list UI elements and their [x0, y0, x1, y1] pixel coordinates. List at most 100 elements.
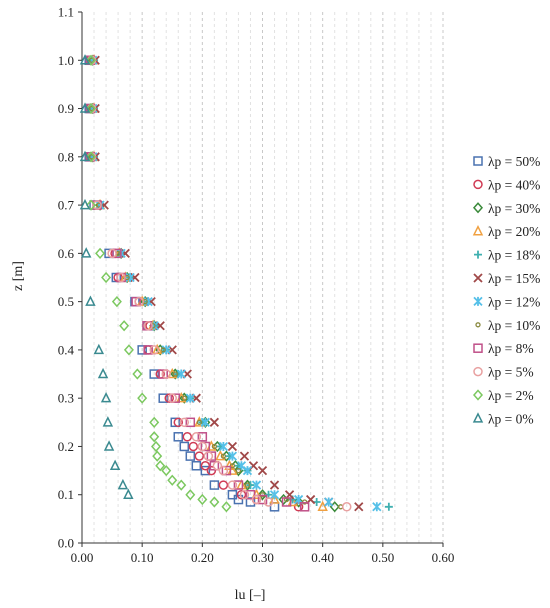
data-points	[79, 54, 393, 513]
data-point	[200, 461, 211, 471]
data-point	[206, 465, 217, 476]
data-point	[170, 417, 181, 428]
legend-marker	[474, 250, 482, 259]
data-point	[137, 392, 148, 404]
data-point	[246, 481, 255, 490]
y-tick-label: 1.1	[58, 5, 74, 20]
y-tick-label: 0.8	[58, 149, 74, 164]
data-point	[176, 369, 186, 379]
y-tick-label: 0.0	[58, 536, 74, 551]
data-point	[235, 467, 242, 474]
data-point	[149, 345, 159, 355]
data-point	[131, 296, 141, 307]
data-point	[206, 451, 217, 461]
data-point	[209, 417, 220, 427]
data-point	[119, 320, 130, 332]
tick-labels: 0.00 0.10 0.20 0.30 0.40 0.50 0.60 0.0 0.1 0.2 0.3…	[58, 5, 455, 566]
data-point	[200, 465, 211, 476]
y-tick-label: 0.7	[58, 198, 75, 213]
data-point	[218, 441, 229, 452]
data-point	[134, 296, 144, 307]
data-point	[93, 343, 105, 355]
data-point	[164, 393, 174, 403]
legend-label: λp = 30%	[488, 201, 540, 216]
data-point	[220, 453, 227, 459]
series-0	[84, 55, 280, 512]
data-point	[269, 493, 280, 504]
data-point	[170, 393, 181, 403]
data-point	[200, 441, 211, 452]
data-point	[143, 345, 153, 355]
data-point	[79, 150, 91, 162]
data-point	[125, 272, 135, 283]
data-point	[85, 295, 96, 306]
data-point	[239, 489, 250, 500]
data-point	[218, 465, 229, 476]
data-point	[242, 465, 253, 476]
data-point	[301, 499, 308, 505]
data-point	[92, 200, 102, 210]
data-point	[221, 465, 232, 476]
data-point	[167, 393, 177, 403]
data-point	[182, 432, 193, 442]
data-point	[107, 248, 117, 259]
data-point	[181, 395, 187, 401]
data-point	[158, 369, 168, 379]
series-1	[85, 55, 304, 512]
data-point	[102, 416, 114, 427]
data-point	[160, 347, 166, 353]
legend-marker	[473, 179, 483, 190]
data-point	[227, 489, 238, 500]
series-7	[88, 57, 344, 510]
data-point	[79, 198, 91, 210]
data-point	[293, 496, 304, 508]
data-point	[218, 480, 229, 490]
data-point	[123, 488, 134, 499]
data-point	[132, 368, 143, 380]
legend-marker	[472, 202, 484, 214]
legend-marker	[472, 412, 484, 423]
data-point	[341, 502, 352, 512]
data-point	[196, 419, 202, 425]
x-tick-label: 0.10	[131, 550, 154, 565]
data-point	[197, 441, 208, 452]
legend-marker	[473, 273, 483, 283]
data-point	[354, 502, 364, 512]
data-point	[211, 443, 218, 450]
data-point	[188, 441, 199, 452]
data-point	[244, 482, 251, 488]
legend-label: λp = 10%	[488, 318, 540, 333]
data-point	[257, 465, 268, 476]
legend-label: λp = 12%	[488, 294, 540, 309]
data-point	[149, 369, 159, 379]
data-point	[269, 480, 280, 490]
data-point	[191, 432, 202, 442]
data-point	[86, 199, 97, 211]
x-tick-label: 0.40	[311, 550, 334, 565]
data-point	[185, 489, 196, 501]
series-2	[87, 54, 340, 513]
data-point	[233, 480, 244, 490]
series-9	[86, 55, 352, 512]
data-point	[224, 459, 235, 471]
data-point	[151, 440, 162, 453]
data-point	[167, 474, 178, 486]
data-point	[80, 247, 92, 258]
data-point	[161, 345, 171, 355]
data-point	[161, 464, 172, 477]
data-point	[185, 393, 195, 403]
data-point	[95, 247, 106, 259]
series-8	[85, 55, 310, 512]
data-point	[101, 271, 112, 284]
data-point	[227, 441, 238, 452]
data-point	[172, 371, 178, 377]
series-10	[86, 54, 232, 513]
data-point	[149, 416, 160, 428]
data-point	[179, 441, 190, 452]
series-11	[79, 54, 134, 499]
data-point	[200, 417, 210, 427]
data-point	[155, 460, 166, 472]
data-point	[197, 432, 208, 442]
data-point	[111, 296, 122, 308]
data-point	[197, 493, 208, 506]
